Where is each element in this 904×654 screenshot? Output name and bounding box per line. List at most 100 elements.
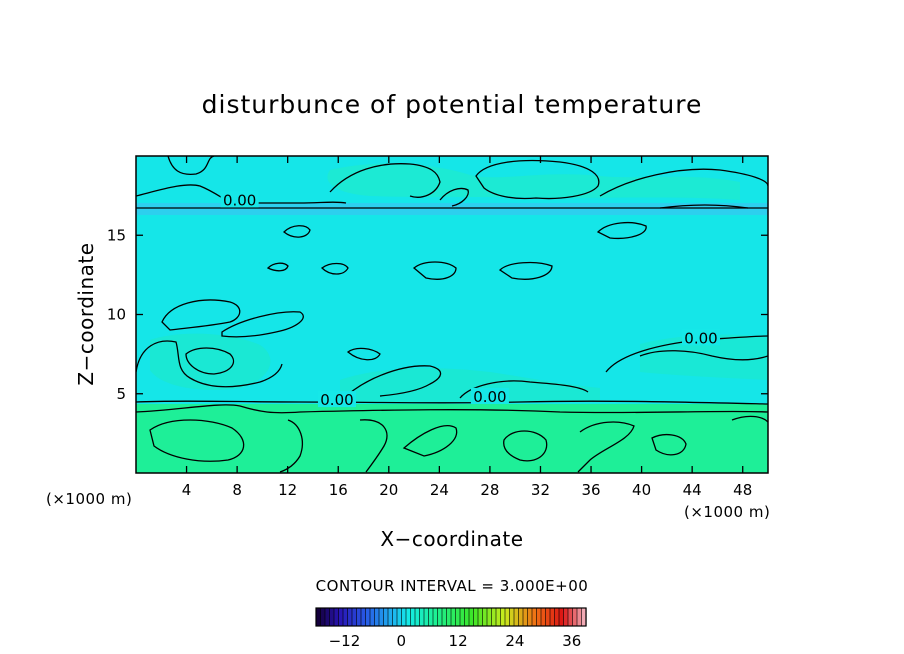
x-tick-label: 36 <box>581 481 600 499</box>
colorbar-cell <box>554 607 560 627</box>
colorbar-cell <box>320 607 326 627</box>
contour-lower-3 <box>359 419 388 473</box>
colorbar-frame <box>315 607 587 627</box>
colorbar-cell <box>540 607 547 627</box>
y-tick-label: 15 <box>107 226 126 244</box>
contour-left-10k <box>221 311 304 338</box>
colorbar-cell <box>387 607 394 627</box>
contour-pocket-d <box>498 261 553 280</box>
colorbar-cell <box>455 607 461 627</box>
contour-pocket-c <box>412 261 457 280</box>
colorbar-cell <box>365 607 371 627</box>
x-tick-label: 12 <box>278 481 297 499</box>
colorbar-cell <box>419 607 425 627</box>
contour-z4-5 <box>136 400 768 405</box>
x-tick-label: 8 <box>232 481 242 499</box>
contour-lower-4 <box>402 425 458 457</box>
colorbar-cell <box>549 607 556 627</box>
colorbar-cell <box>414 607 421 627</box>
temperature-field <box>136 156 768 473</box>
colorbar-cell <box>333 607 340 627</box>
colorbar-cell <box>396 607 403 627</box>
colorbar-cell <box>338 607 344 627</box>
x-tick-label: 4 <box>182 481 192 499</box>
colorbar-cell <box>450 607 457 627</box>
contour-pocket-a <box>283 225 311 238</box>
colorbar-cell <box>531 607 538 627</box>
contour-lower-7 <box>651 433 687 456</box>
contour-label: 0.00 <box>473 388 506 406</box>
x-tick-label: 48 <box>733 481 752 499</box>
colorbar-cell <box>545 607 551 627</box>
x-axis-ticks: 4 8 12 16 20 24 28 32 36 40 44 48 <box>182 156 752 499</box>
colorbar-cell <box>491 607 497 627</box>
lower-layer-field <box>136 404 768 473</box>
contour-top-left-cap <box>167 156 215 176</box>
colorbar-cell <box>441 607 448 627</box>
contour-mid-6k <box>346 347 381 361</box>
mid-green-patch-left <box>150 333 271 390</box>
colorbar-cell <box>446 607 452 627</box>
colorbar-cell <box>572 607 578 627</box>
colorbar-cell <box>495 607 502 627</box>
contour-pocket-b <box>596 221 647 240</box>
colorbar-tick-label: 12 <box>449 632 468 650</box>
colorbar-cell <box>473 607 479 627</box>
contour-interval-label: CONTOUR INTERVAL = 3.000E+00 <box>316 577 589 595</box>
colorbar-cell <box>315 607 322 627</box>
colorbar <box>315 607 587 627</box>
contour-top-center <box>329 163 441 198</box>
colorbar-cell <box>509 607 515 627</box>
colorbar-cell <box>482 607 488 627</box>
contour-lower-8 <box>731 415 768 423</box>
contour-lower-5 <box>503 430 548 462</box>
x-tick-label: 44 <box>683 481 702 499</box>
contour-label-bg <box>470 387 509 404</box>
contour-label: 0.00 <box>320 391 353 409</box>
x-tick-label: 40 <box>632 481 651 499</box>
x-unit-left: (×1000 m) <box>46 490 132 508</box>
colorbar-cell <box>437 607 443 627</box>
colorbar-cell <box>369 607 376 627</box>
colorbar-cell <box>558 607 565 627</box>
x-tick-label: 20 <box>379 481 398 499</box>
chart-title: disturbunce of potential temperature <box>202 90 703 119</box>
x-axis-label: X−coordinate <box>380 527 523 551</box>
colorbar-tick-label: 0 <box>396 632 406 650</box>
contour-right-8k <box>639 350 768 361</box>
colorbar-cell <box>432 607 439 627</box>
contour-top-mid <box>439 187 469 207</box>
colorbar-cell <box>347 607 353 627</box>
colorbar-cell <box>536 607 542 627</box>
colorbar-cell <box>513 607 520 627</box>
y-tick-label: 10 <box>107 306 126 324</box>
contour-right-dashed <box>659 204 749 209</box>
y-axis-ticks: 5 10 15 <box>107 226 768 403</box>
colorbar-cell <box>518 607 524 627</box>
colorbar-cell <box>477 607 484 627</box>
x-tick-label: 24 <box>430 481 449 499</box>
colorbar-cell <box>351 607 358 627</box>
contour-lines <box>136 156 768 473</box>
colorbar-tick-label: 24 <box>505 632 524 650</box>
colorbar-cell <box>324 607 331 627</box>
contour-label-bg <box>220 191 259 208</box>
contour-center-6k <box>341 365 442 401</box>
x-tick-label: 16 <box>329 481 348 499</box>
colorbar-cell <box>378 607 385 627</box>
contour-label: 0.00 <box>684 329 717 347</box>
x-tick-label: 32 <box>531 481 550 499</box>
colorbar-cell <box>576 607 583 627</box>
contour-left-12k <box>161 299 241 331</box>
colorbar-cell <box>522 607 529 627</box>
contour-z4-2 <box>136 404 768 414</box>
colorbar-cell <box>428 607 434 627</box>
mid-green-patch-right <box>640 334 768 380</box>
contour-label-bg <box>682 329 721 346</box>
colorbar-cell <box>527 607 533 627</box>
contour-lower-1 <box>149 419 245 462</box>
contour-upper-right <box>599 168 768 197</box>
colorbar-cell <box>486 607 493 627</box>
colorbar-cell <box>401 607 407 627</box>
